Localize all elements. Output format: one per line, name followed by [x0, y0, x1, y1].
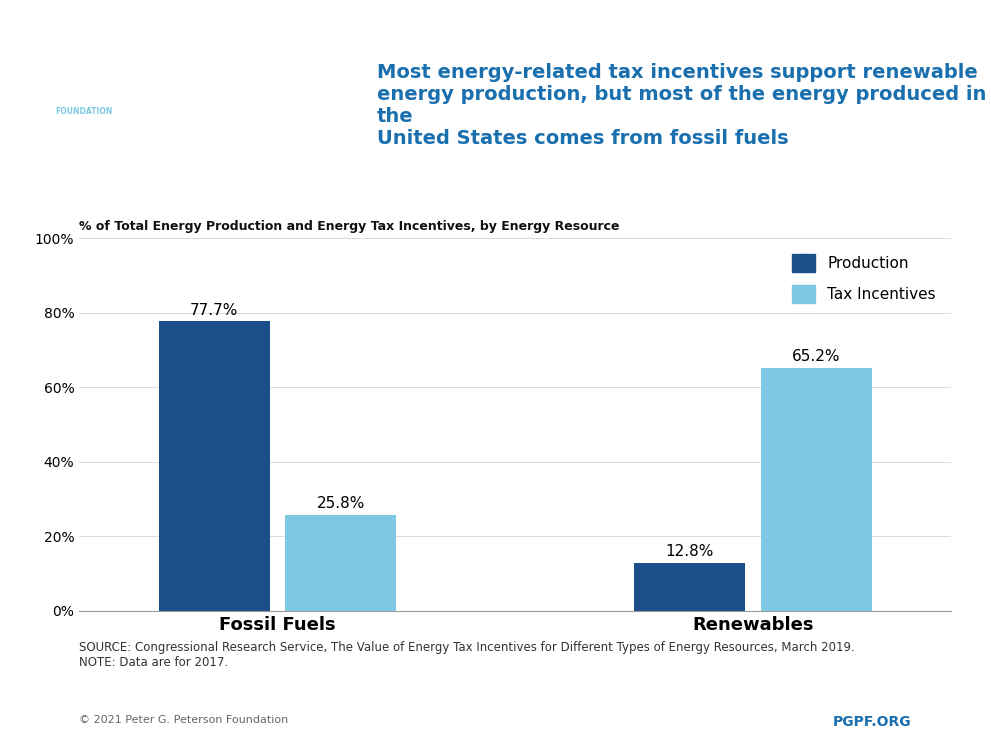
Text: PGPF.ORG: PGPF.ORG — [833, 715, 912, 729]
Bar — [285, 515, 396, 611]
Text: FOUNDATION: FOUNDATION — [55, 107, 113, 115]
Text: © 2021 Peter G. Peterson Foundation: © 2021 Peter G. Peterson Foundation — [79, 715, 288, 725]
Legend: Production, Tax Incentives: Production, Tax Incentives — [785, 246, 943, 311]
Text: 77.7%: 77.7% — [190, 302, 238, 317]
Text: 12.8%: 12.8% — [666, 545, 714, 559]
Bar — [159, 322, 270, 611]
Bar — [634, 563, 745, 611]
Text: SOURCE: Congressional Research Service, The Value of Energy Tax Incentives for D: SOURCE: Congressional Research Service, … — [79, 641, 855, 669]
Text: PETERSON: PETERSON — [49, 80, 120, 94]
Text: % of Total Energy Production and Energy Tax Incentives, by Energy Resource: % of Total Energy Production and Energy … — [79, 220, 619, 232]
Text: 25.8%: 25.8% — [317, 496, 365, 511]
Text: Most energy-related tax incentives support renewable
energy production, but most: Most energy-related tax incentives suppo… — [377, 63, 986, 148]
Text: PETER G.: PETER G. — [59, 56, 109, 66]
Text: 65.2%: 65.2% — [793, 349, 840, 364]
Bar — [761, 368, 872, 611]
